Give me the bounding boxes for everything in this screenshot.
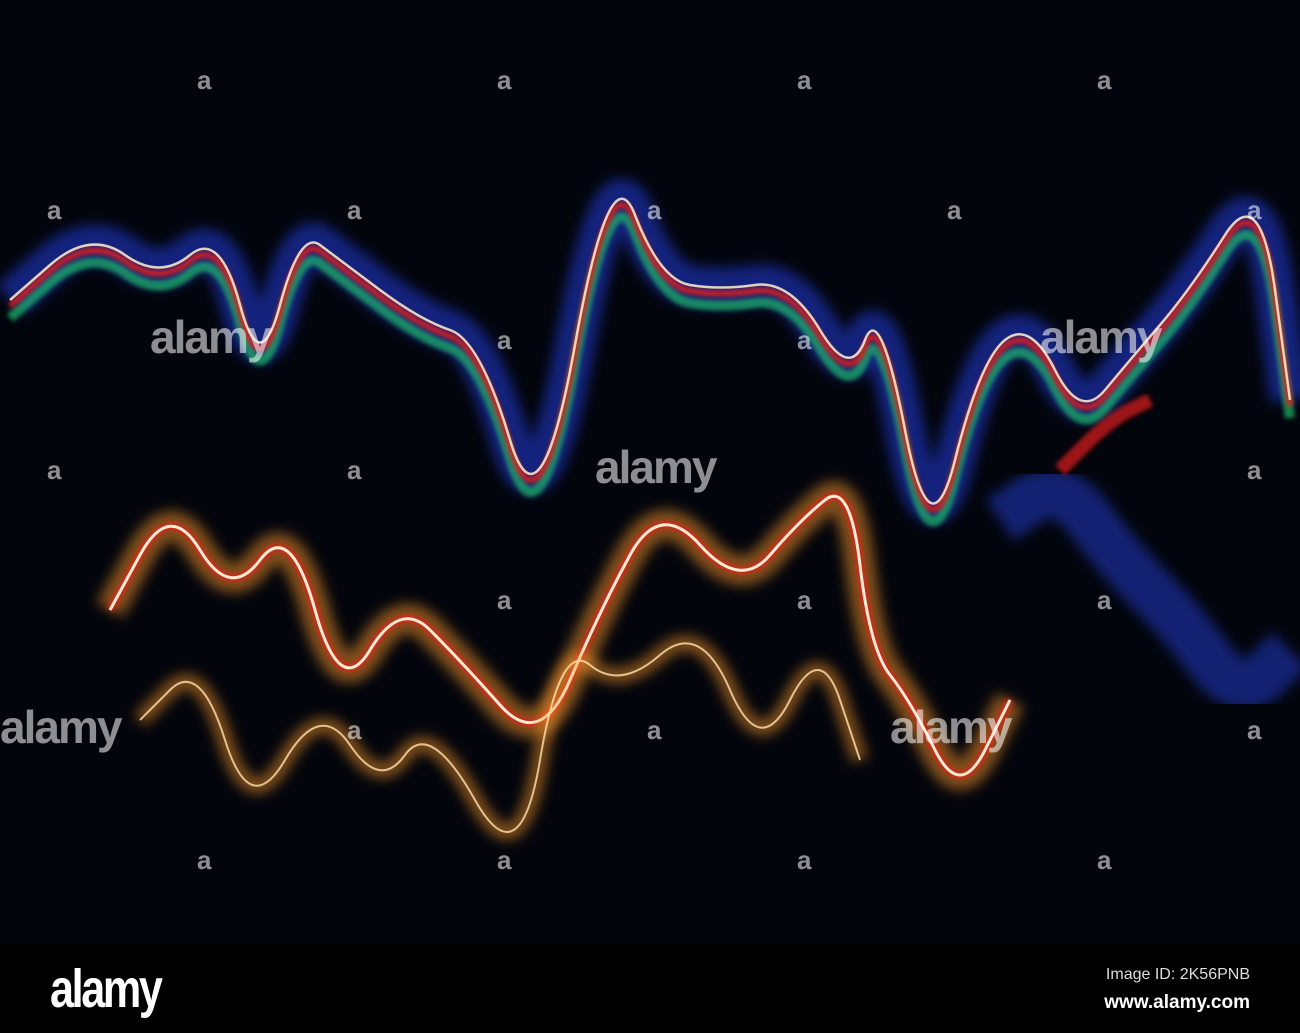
watermark: a xyxy=(497,585,512,615)
wave-stroke xyxy=(1055,393,1154,475)
watermark: a xyxy=(197,845,212,875)
watermark: alamy xyxy=(595,441,717,493)
watermark: a xyxy=(197,65,212,95)
watermark: a xyxy=(497,325,512,355)
abstract-glitch-photo: a a a a a a a a a a a a a a a a a a a a a a a a alamy alamy alamy a… xyxy=(0,0,1300,944)
wave-stroke xyxy=(134,635,868,840)
watermark: alamy xyxy=(890,701,1012,753)
watermark: a xyxy=(1097,845,1112,875)
watermark: a xyxy=(497,65,512,95)
wave-stroke xyxy=(8,201,1293,513)
site-url: www.alamy.com xyxy=(1104,992,1250,1013)
footer-bar: alamy Image ID: 2K56PNB www.alamy.com xyxy=(0,944,1300,1033)
watermark: a xyxy=(797,65,812,95)
alamy-logo: alamy xyxy=(50,959,163,1019)
wave-art xyxy=(0,179,1300,840)
watermark: a xyxy=(1247,715,1262,745)
watermark: a xyxy=(497,845,512,875)
watermark: a xyxy=(797,845,812,875)
watermark: a xyxy=(797,585,812,615)
wave-stroke xyxy=(986,468,1300,710)
watermark: a xyxy=(947,195,962,225)
watermark: a xyxy=(1247,455,1262,485)
watermark: a xyxy=(347,715,362,745)
watermark: a xyxy=(1097,585,1112,615)
watermark: a xyxy=(1097,65,1112,95)
watermark: a xyxy=(797,325,812,355)
watermark: a xyxy=(1247,195,1262,225)
wave-stroke xyxy=(106,492,1014,779)
watermark: a xyxy=(47,195,62,225)
image-id: Image ID: 2K56PNB xyxy=(1105,966,1250,983)
watermark: a xyxy=(647,715,662,745)
watermark: alamy xyxy=(0,701,122,753)
wave-stroke xyxy=(108,494,1012,777)
watermark: alamy xyxy=(1040,311,1162,363)
wave-stroke xyxy=(139,642,861,833)
watermark: a xyxy=(347,195,362,225)
watermark: a xyxy=(47,455,62,485)
watermark: alamy xyxy=(150,311,272,363)
watermark: a xyxy=(647,195,662,225)
wave-stroke xyxy=(6,211,1295,527)
wave-stroke xyxy=(9,197,1292,505)
watermark: a xyxy=(347,455,362,485)
